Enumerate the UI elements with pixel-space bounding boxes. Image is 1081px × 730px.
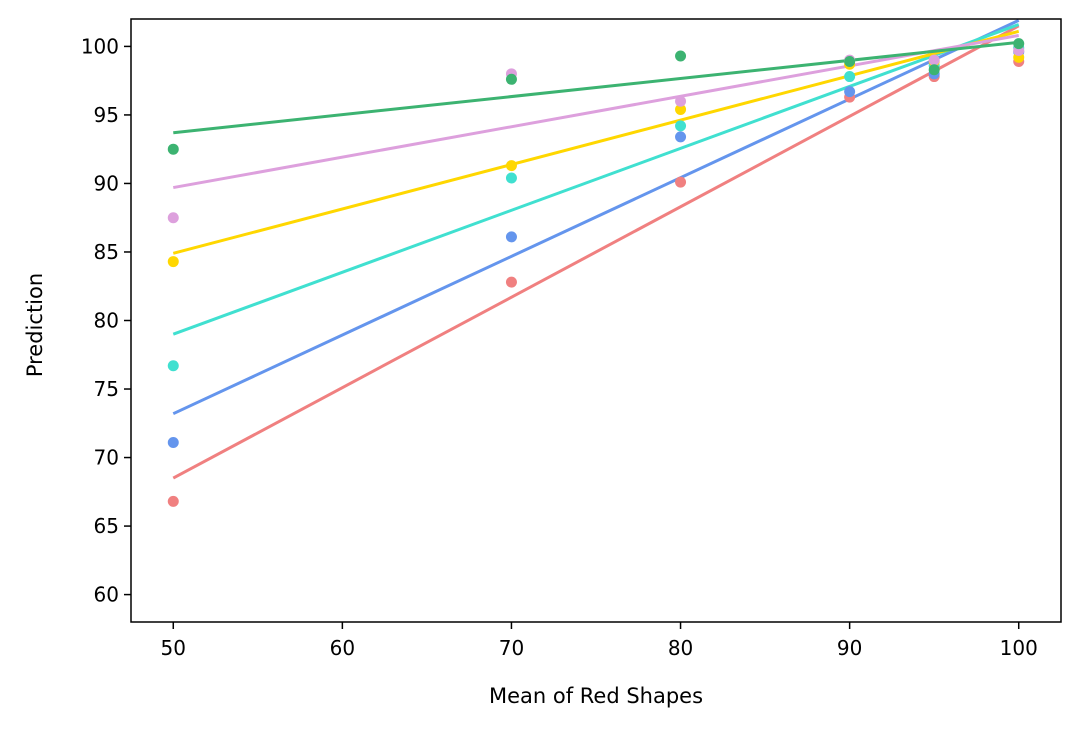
data-point bbox=[505, 231, 517, 243]
y-tick-label: 60 bbox=[94, 583, 119, 607]
x-tick-label: 90 bbox=[837, 636, 862, 660]
y-axis-label: Prediction bbox=[23, 273, 47, 377]
data-point bbox=[505, 276, 517, 288]
data-point bbox=[844, 86, 856, 98]
data-point bbox=[675, 131, 687, 143]
y-tick-label: 80 bbox=[94, 309, 119, 333]
data-point bbox=[1013, 38, 1025, 50]
axes: 50 60 70 80 90 100 60 65 70 75 80 85 90 95 100 bbox=[81, 34, 1038, 660]
x-tick-label: 50 bbox=[161, 636, 186, 660]
data-point bbox=[675, 120, 687, 132]
data-point bbox=[928, 64, 940, 76]
data-point bbox=[844, 55, 856, 67]
x-axis-label: Mean of Red Shapes bbox=[489, 684, 703, 708]
fit-line-4 bbox=[172, 29, 1020, 255]
plot-area bbox=[167, 19, 1025, 507]
data-point bbox=[675, 103, 687, 115]
data-point bbox=[167, 256, 179, 268]
data-point bbox=[505, 160, 517, 172]
fit-line-3 bbox=[172, 23, 1020, 336]
data-point bbox=[167, 495, 179, 507]
x-tick-label: 80 bbox=[668, 636, 693, 660]
data-point bbox=[505, 73, 517, 85]
fit-line-5 bbox=[173, 33, 1019, 190]
data-point bbox=[844, 71, 856, 83]
x-tick-label: 60 bbox=[330, 636, 355, 660]
y-tick-label: 100 bbox=[81, 34, 119, 58]
x-tick-label: 100 bbox=[1000, 636, 1038, 660]
y-tick-label: 95 bbox=[94, 103, 119, 127]
fit-line-2 bbox=[172, 19, 1020, 416]
data-point bbox=[928, 54, 940, 66]
data-point bbox=[505, 172, 517, 184]
data-point bbox=[675, 95, 687, 107]
data-point bbox=[167, 436, 179, 448]
x-tick-label: 70 bbox=[499, 636, 524, 660]
plot-frame bbox=[130, 18, 1062, 623]
y-tick-label: 70 bbox=[94, 446, 119, 470]
data-point bbox=[167, 212, 179, 224]
data-point bbox=[167, 143, 179, 155]
data-point bbox=[675, 176, 687, 188]
data-point bbox=[675, 50, 687, 62]
y-tick-label: 90 bbox=[94, 171, 119, 195]
y-tick-label: 85 bbox=[94, 240, 119, 264]
y-tick-label: 75 bbox=[94, 377, 119, 401]
y-tick-label: 65 bbox=[94, 514, 119, 538]
fit-line-1 bbox=[172, 24, 1020, 480]
fit-line-6 bbox=[173, 40, 1019, 135]
data-point bbox=[167, 360, 179, 372]
